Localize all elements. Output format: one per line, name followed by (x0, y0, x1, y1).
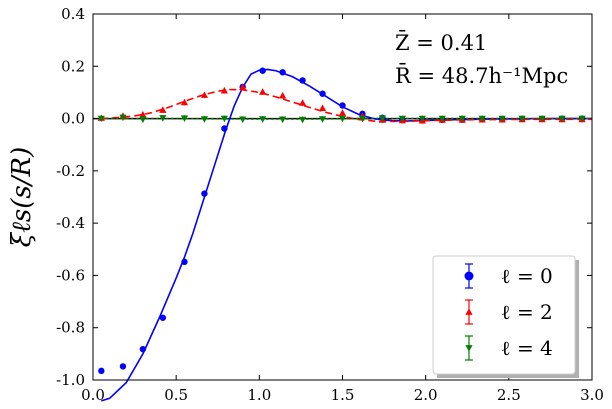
x-tick-label: 1.5 (331, 386, 355, 404)
series-1-point (220, 86, 229, 94)
series-2-point (438, 115, 446, 123)
series-2-point (259, 116, 267, 123)
legend-item-1: ℓ = 2 (465, 299, 553, 325)
series-2-point (458, 115, 466, 123)
x-tick-label: 1.0 (247, 386, 271, 404)
series-2-point (558, 115, 566, 123)
series-2-point (338, 115, 347, 123)
series-2-point (578, 115, 586, 123)
x-tick-label: 0.0 (81, 386, 105, 404)
series-0-point (119, 363, 127, 370)
x-tick-label: 3.0 (580, 386, 604, 404)
annotation-r-mean: R̄ = 48.7h⁻¹Mpc (395, 63, 568, 88)
series-0-point (201, 190, 208, 197)
series-2-point (97, 115, 105, 123)
y-tick-label: -0.4 (56, 214, 85, 232)
series-1-point (180, 98, 189, 106)
legend: ℓ = 0 ℓ = 2 ℓ = 4 (432, 255, 579, 378)
axes-frame (92, 13, 593, 381)
legend-item-2: ℓ = 4 (465, 335, 553, 361)
series-1-point (279, 91, 287, 99)
legend-label: ℓ = 0 (501, 264, 553, 288)
legend-marker (465, 308, 473, 315)
series-1-point (338, 109, 347, 116)
series-2-point (220, 115, 229, 123)
y-tick-label: 0.2 (61, 57, 85, 75)
series-2-point (279, 116, 287, 123)
series-1-point (239, 83, 247, 91)
series-0-point (319, 90, 326, 97)
series-2-point (139, 116, 147, 123)
legend-item-0: ℓ = 0 (464, 263, 553, 289)
y-tick-label: 0.0 (61, 110, 85, 128)
y-tick-label: -1.0 (56, 371, 85, 389)
series-2-point (518, 115, 526, 123)
x-tick-label: 2.0 (414, 386, 438, 404)
series-2-point (200, 116, 209, 123)
series-0-point (221, 125, 228, 132)
legend-items: ℓ = 0 ℓ = 2 ℓ = 4 (464, 263, 553, 361)
y-tick-label: -0.2 (56, 162, 85, 180)
y-axis-label: ξℓs(s/R) (7, 147, 37, 247)
series-2-point (538, 115, 546, 123)
x-tick-label: 0.5 (164, 386, 188, 404)
series-0-point (259, 67, 266, 74)
x-tick-label: 2.5 (497, 386, 521, 404)
series-2-point (239, 116, 247, 123)
series-1-point (200, 91, 209, 98)
annotation-z-mean: Z̄ = 0.41 (395, 30, 487, 55)
axis-ticks: 0.0 0.5 1.0 1.5 2.0 2.5 3.0 0.4 0.2 0.0 -0.2 -0.4 -0… (56, 5, 604, 404)
series-0-point (98, 367, 105, 375)
series-2-point (159, 115, 167, 122)
y-tick-label: -0.6 (56, 266, 85, 284)
series-1-point (159, 106, 167, 113)
series-1-point (298, 99, 307, 106)
series-2-point (318, 116, 327, 123)
series-0-point (139, 345, 147, 353)
legend-marker (464, 271, 474, 281)
series-0-point (299, 77, 306, 84)
series-1-fit-line (101, 88, 592, 123)
series-2-point (180, 115, 189, 122)
series-2-point (478, 115, 486, 123)
series-0-point (181, 258, 188, 266)
series-2-point (378, 115, 387, 122)
series-2 (97, 114, 592, 124)
series-0-point (279, 69, 286, 76)
series-2-point (119, 114, 127, 122)
y-tick-label: 0.4 (61, 5, 85, 23)
series-0-fit-line (101, 68, 592, 402)
series-2-point (298, 116, 307, 124)
series-2-point (358, 115, 367, 123)
legend-marker (465, 345, 473, 352)
series-0-point (339, 102, 346, 109)
series-1-point (139, 111, 147, 118)
y-tick-label: -0.8 (56, 319, 85, 337)
series-2-point (498, 115, 506, 123)
legend-label: ℓ = 4 (501, 336, 553, 360)
series-1-point (318, 104, 327, 111)
series-0-point (159, 314, 167, 321)
series-2-point (418, 115, 426, 123)
series-layer (97, 67, 592, 402)
series-2-point (398, 115, 406, 123)
legend-label: ℓ = 2 (501, 300, 553, 324)
series-1-point (259, 88, 267, 95)
